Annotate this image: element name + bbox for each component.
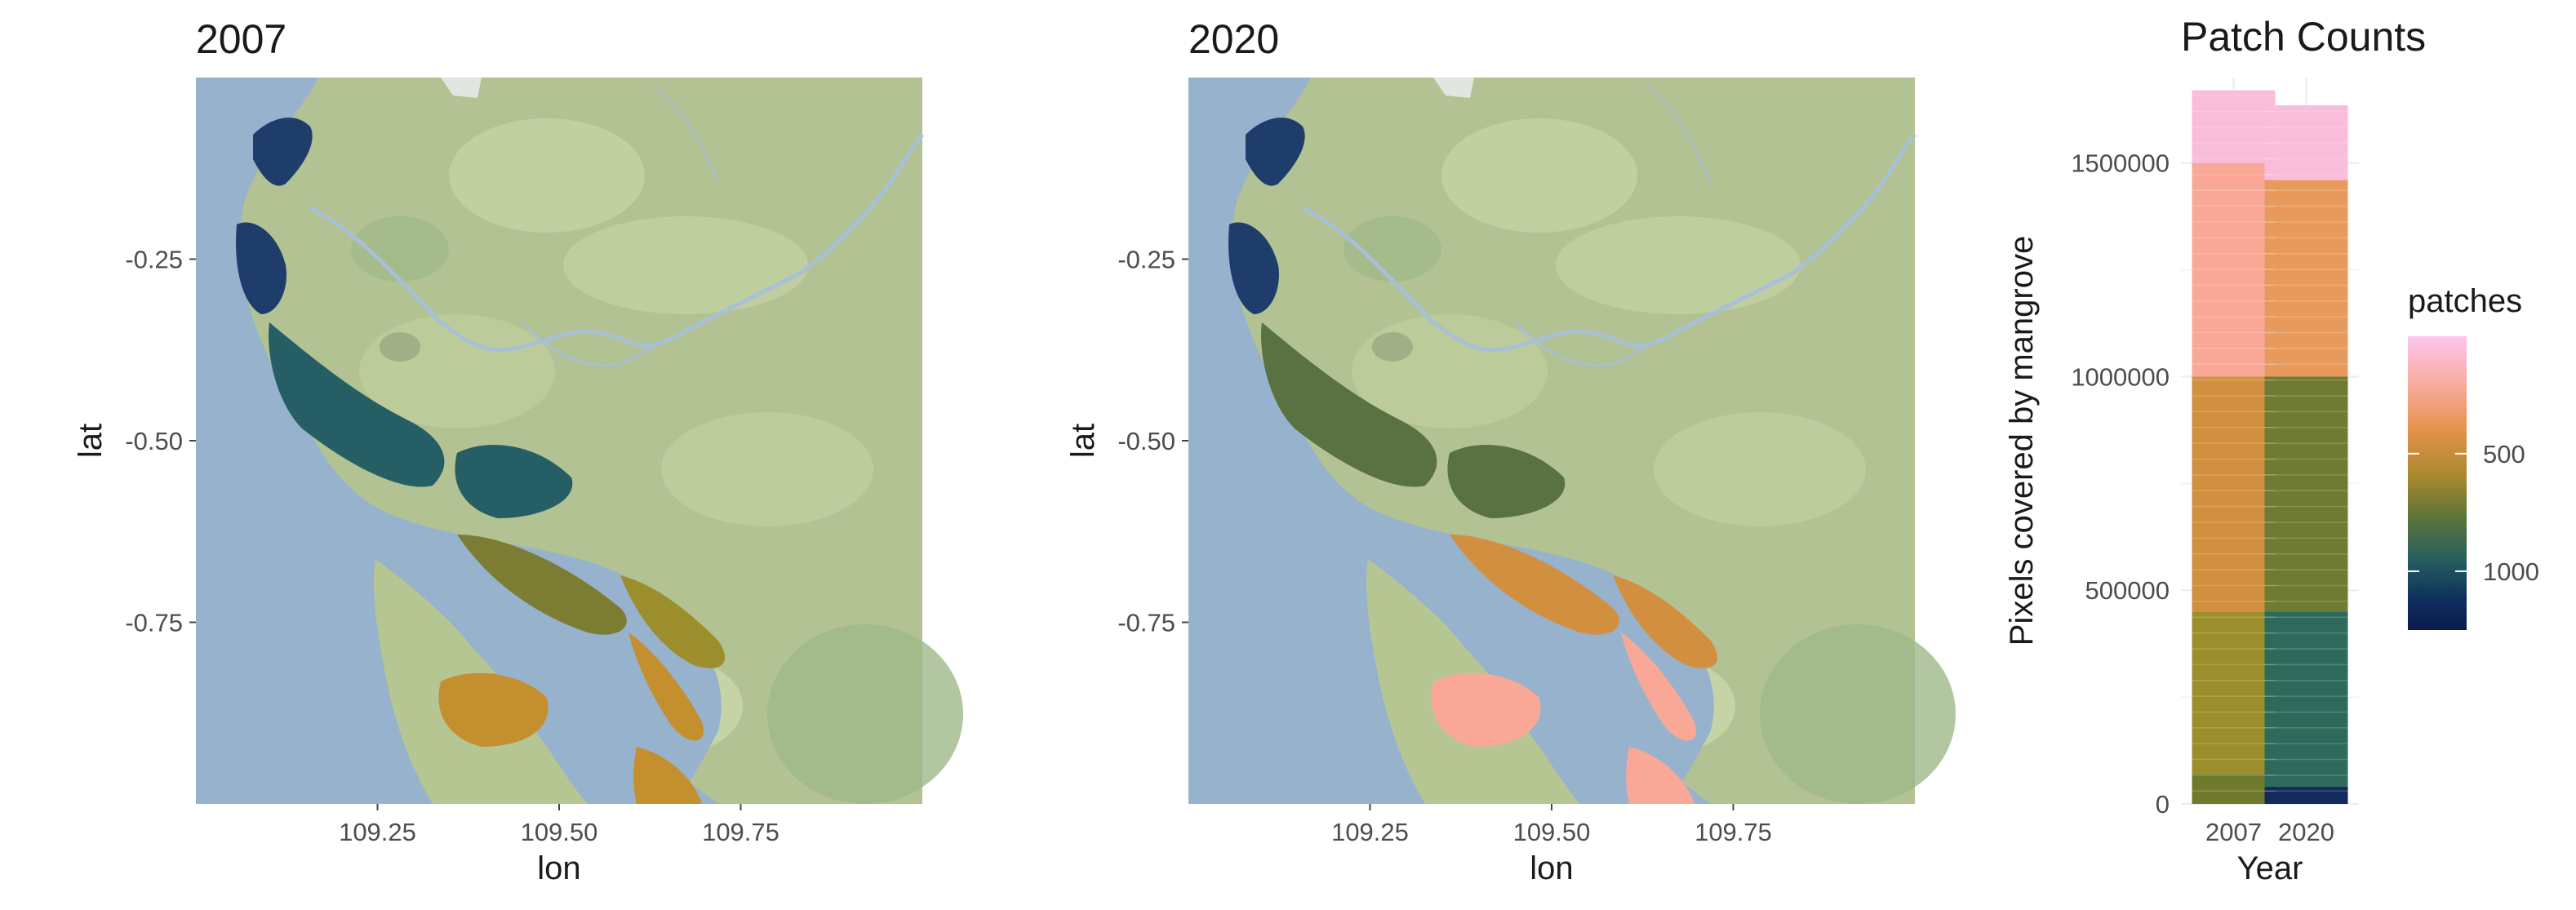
y-axis-label: lat xyxy=(73,424,109,458)
y-axis-label: lat xyxy=(1065,424,1101,458)
basemap xyxy=(1188,78,1956,804)
x-tick-label: 109.25 xyxy=(1331,818,1409,846)
x-tick-label: 2020 xyxy=(2278,818,2334,846)
mangrove-patch xyxy=(253,118,313,186)
bar-stripes xyxy=(2192,95,2348,792)
x-tick-label: 109.25 xyxy=(339,818,416,846)
y-tick-label: -0.25 xyxy=(1117,246,1175,274)
mangrove-patch xyxy=(457,535,627,635)
mangrove-patch xyxy=(1621,633,1696,741)
bar-segment xyxy=(2264,180,2348,377)
legend: patches 500 1000 xyxy=(2408,283,2539,630)
bar-segment xyxy=(2192,774,2276,804)
x-axis-label: Year xyxy=(2237,850,2303,886)
y-tick-label: -0.25 xyxy=(125,246,183,274)
mangrove-patch xyxy=(1246,118,1305,186)
y-tick-label: -0.50 xyxy=(1117,427,1175,455)
bar-segment xyxy=(2192,90,2276,163)
bar-panel: Patch Counts 0 500000 1000000 1500000 2007 202… xyxy=(2004,14,2426,886)
x-tick-label: 2007 xyxy=(2205,818,2262,846)
mangrove-patch xyxy=(1447,445,1566,518)
mangrove-patch xyxy=(438,673,549,747)
bar-segment xyxy=(2192,376,2276,612)
mangrove-patch xyxy=(1431,673,1541,747)
mangrove-patch xyxy=(236,222,286,314)
mangrove-patch xyxy=(1613,575,1718,668)
mangrove-patch xyxy=(269,322,445,487)
legend-title: patches xyxy=(2408,283,2522,319)
mangrove-patch xyxy=(455,445,573,518)
bar-segment xyxy=(2264,105,2348,180)
mangrove-patch xyxy=(1261,322,1437,487)
mangrove-patches xyxy=(1228,118,1718,804)
x-axis-label: lon xyxy=(537,850,580,886)
map-panel-2007: 2007 109.25 109.50 109.75 -0.25 -0.50 -0.75 lon… xyxy=(73,16,963,886)
bar-segment xyxy=(2192,162,2276,377)
bars xyxy=(2192,90,2348,804)
colorbar-tick-label: 1000 xyxy=(2483,557,2539,586)
mangrove-patch xyxy=(1228,222,1279,314)
y-tick-label: -0.75 xyxy=(125,609,183,637)
y-axis-label: Pixels covered by mangrove xyxy=(2004,236,2040,646)
y-tick-label: 0 xyxy=(2156,790,2170,819)
bar-segment xyxy=(2264,787,2348,804)
basemap xyxy=(196,78,963,804)
y-tick-label: 1000000 xyxy=(2071,362,2170,391)
bar-segment xyxy=(2192,611,2276,775)
x-tick-label: 109.50 xyxy=(521,818,598,846)
mangrove-patch xyxy=(620,575,726,668)
y-tick-label: 1500000 xyxy=(2071,149,2170,178)
panel-title: 2007 xyxy=(196,16,286,62)
bar-panel-title: Patch Counts xyxy=(2181,14,2426,60)
y-tick-label: -0.75 xyxy=(1117,609,1175,637)
mangrove-patch xyxy=(1626,747,1694,804)
bar-segment xyxy=(2264,611,2348,788)
x-tick-label: 109.75 xyxy=(702,818,779,846)
bar-segment xyxy=(2264,376,2348,612)
x-tick-label: 109.50 xyxy=(1513,818,1591,846)
x-tick-label: 109.75 xyxy=(1694,818,1772,846)
panel-title: 2020 xyxy=(1188,16,1279,62)
mangrove-patch xyxy=(633,747,702,804)
y-tick-label: 500000 xyxy=(2085,576,2170,605)
mangrove-patch xyxy=(1450,535,1619,635)
y-tick-label: -0.50 xyxy=(125,427,183,455)
x-axis-label: lon xyxy=(1530,850,1573,886)
mangrove-patch xyxy=(628,633,704,741)
map-panel-2020: 2020 109.25 109.50 109.75 -0.25 -0.50 -0.75 lon… xyxy=(1065,16,1956,886)
mangrove-patches xyxy=(236,118,726,804)
colorbar xyxy=(2408,336,2467,630)
colorbar-tick-label: 500 xyxy=(2483,440,2525,468)
